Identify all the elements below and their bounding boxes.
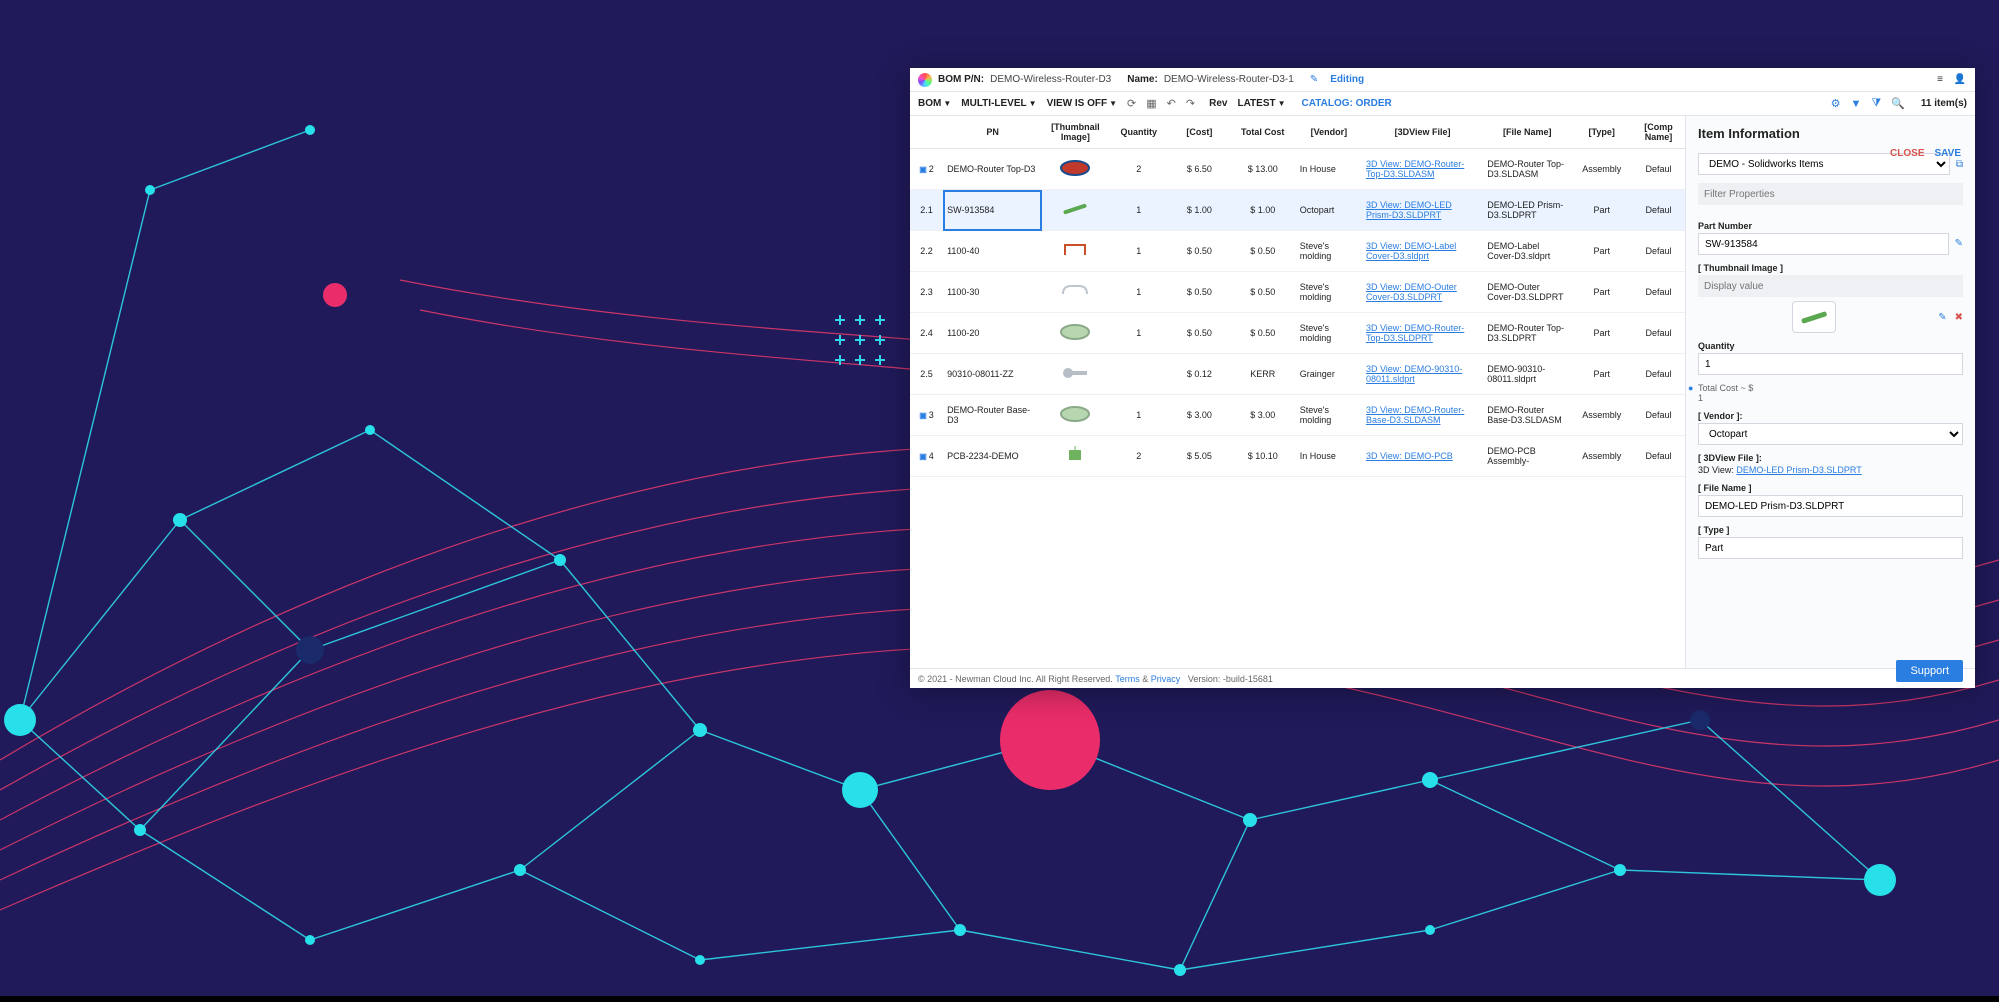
col-header[interactable] [910,116,943,149]
catalog-link[interactable]: CATALOG: ORDER [1302,98,1392,109]
item-count: 11 item(s) [1921,98,1967,109]
grid-icon[interactable]: ▦ [1146,97,1156,110]
app-window: BOM P/N: DEMO-Wireless-Router-D3 Name: D… [910,68,1975,688]
total-cost-value: 1 [1698,393,1703,403]
expand-icon[interactable]: ▣ [919,165,927,174]
name-value: DEMO-Wireless-Router-D3-1 [1164,74,1294,85]
filter-icon[interactable]: ▼ [1850,98,1861,110]
refresh-icon[interactable]: ⟳ [1127,97,1136,110]
bom-dropdown[interactable]: BOM▼ [918,98,951,109]
rev-dropdown[interactable]: LATEST▼ [1237,98,1285,109]
view-file-link[interactable]: 3D View: DEMO-LED Prism-D3.SLDPRT [1366,200,1452,220]
bom-pn-label: BOM P/N: [938,74,984,85]
view-file-link[interactable]: 3D View: DEMO-Router-Top-D3.SLDASM [1366,159,1464,179]
delete-thumb-icon[interactable]: ✖ [1955,312,1963,323]
table-row[interactable]: ▣4PCB-2234-DEMO2$ 5.05$ 10.10In House3D … [910,436,1685,477]
user-icon[interactable]: 👤 [1953,74,1967,85]
col-header[interactable]: Total Cost [1230,116,1296,149]
name-label: Name: [1127,74,1158,85]
file-field[interactable] [1698,495,1963,517]
table-row[interactable]: 2.590310-08011-ZZ$ 0.12KERRGrainger3D Vi… [910,354,1685,395]
view-field-label: [ 3DView File ]: [1698,453,1963,463]
view-file-link[interactable]: 3D View: DEMO-PCB [1366,451,1453,461]
vendor-select[interactable]: Octopart [1698,423,1963,445]
thumb-field-label: [ Thumbnail Image ] [1698,263,1963,273]
privacy-link[interactable]: Privacy [1151,674,1181,684]
version: Version: -build-15681 [1188,674,1273,684]
terms-link[interactable]: Terms [1115,674,1140,684]
filter-properties-input[interactable] [1698,183,1963,205]
search-icon[interactable]: 🔍 [1891,97,1905,110]
close-button[interactable]: CLOSE [1890,148,1924,159]
table-row[interactable]: 2.41100-201$ 0.50$ 0.50Steve's molding3D… [910,313,1685,354]
col-header[interactable]: [Vendor] [1296,116,1362,149]
panel-title: Item Information [1686,116,1975,149]
view-dropdown[interactable]: VIEW IS OFF▼ [1047,98,1117,109]
footer: © 2021 - Newman Cloud Inc. All Right Res… [910,668,1975,688]
table-row[interactable]: ▣3DEMO-Router Base-D31$ 3.00$ 3.00Steve'… [910,395,1685,436]
qty-field[interactable] [1698,353,1963,375]
table-row[interactable]: 2.21100-401$ 0.50$ 0.50Steve's molding3D… [910,231,1685,272]
expand-icon[interactable]: ▣ [919,411,927,420]
rev-label: Rev [1209,98,1227,109]
thumb-display-input[interactable] [1698,275,1963,297]
type-field-label: [ Type ] [1698,525,1963,535]
view-file-link[interactable]: 3D View: DEMO-Outer Cover-D3.SLDPRT [1366,282,1457,302]
pn-field-label: Part Number [1698,221,1963,231]
funnel-icon[interactable]: ⧩ [1871,97,1881,110]
table-row[interactable]: ▣2DEMO-Router Top-D32$ 6.50$ 13.00In Hou… [910,149,1685,190]
vendor-field-label: [ Vendor ]: [1698,411,1963,421]
col-header[interactable]: [Cost] [1169,116,1230,149]
toolbar: BOM▼ MULTI-LEVEL▼ VIEW IS OFF▼ ⟳ ▦ ↶ ↷ R… [910,92,1975,116]
editing-badge: Editing [1330,74,1364,85]
thumb-preview [1792,301,1836,333]
open-external-icon[interactable]: ⧉ [1956,159,1963,170]
settings-icon[interactable]: ⚙ [1831,97,1841,110]
view-prefix: 3D View: [1698,465,1734,475]
expand-icon[interactable]: ▣ [919,452,927,461]
col-header[interactable]: [Thumbnail Image] [1042,116,1108,149]
col-header[interactable]: [Comp Name] [1632,116,1685,149]
multilevel-dropdown[interactable]: MULTI-LEVEL▼ [961,98,1036,109]
edit-name-icon[interactable]: ✎ [1310,74,1318,85]
bom-pn-value: DEMO-Wireless-Router-D3 [990,74,1111,85]
edit-thumb-icon[interactable]: ✎ [1938,312,1946,323]
table-row[interactable]: 2.1SW-9135841$ 1.00$ 1.00Octopart3D View… [910,190,1685,231]
table-row[interactable]: 2.31100-301$ 0.50$ 0.50Steve's molding3D… [910,272,1685,313]
item-info-panel: CLOSE SAVE Item Information DEMO - Solid… [1685,116,1975,668]
view-file-link[interactable]: 3D View: DEMO-Router-Top-D3.SLDPRT [1366,323,1464,343]
file-field-label: [ File Name ] [1698,483,1963,493]
col-header[interactable]: [File Name] [1483,116,1571,149]
pn-field[interactable] [1698,233,1949,255]
undo-icon[interactable]: ↶ [1167,97,1176,110]
col-header[interactable]: [Type] [1571,116,1632,149]
edit-pn-icon[interactable]: ✎ [1955,238,1963,249]
type-field[interactable] [1698,537,1963,559]
app-logo-icon [918,73,932,87]
bom-table: PN[Thumbnail Image]Quantity[Cost]Total C… [910,116,1685,668]
app-header: BOM P/N: DEMO-Wireless-Router-D3 Name: D… [910,68,1975,92]
view-file-link[interactable]: 3D View: DEMO-Label Cover-D3.sldprt [1366,241,1456,261]
total-cost-label: Total Cost ~ $ [1698,383,1753,393]
col-header[interactable]: [3DView File] [1362,116,1483,149]
save-button[interactable]: SAVE [1935,148,1962,159]
support-button[interactable]: Support [1896,660,1963,682]
view-file-link[interactable]: 3D View: DEMO-Router-Base-D3.SLDASM [1366,405,1464,425]
copyright: © 2021 - Newman Cloud Inc. All Right Res… [918,674,1113,684]
col-header[interactable]: Quantity [1108,116,1169,149]
redo-icon[interactable]: ↷ [1186,97,1195,110]
menu-icon[interactable]: ≡ [1933,74,1947,85]
qty-field-label: Quantity [1698,341,1963,351]
view-file-link[interactable]: 3D View: DEMO-90310-08011.sldprt [1366,364,1462,384]
col-header[interactable]: PN [943,116,1042,149]
view-link[interactable]: DEMO-LED Prism-D3.SLDPRT [1736,465,1861,475]
bottom-bar [0,996,1999,1002]
